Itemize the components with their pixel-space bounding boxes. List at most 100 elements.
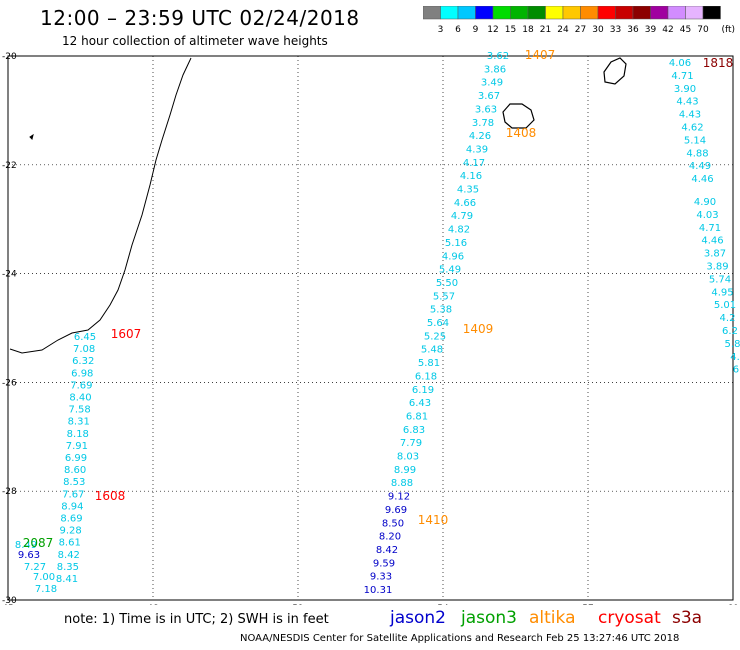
wave-height-label: 7.79 [400, 438, 422, 449]
lon-tick-label: 51 [292, 604, 303, 605]
wave-height-label: 4.79 [451, 211, 473, 222]
wave-height-label: 8.31 [68, 417, 90, 428]
wave-height-label: 8.03 [397, 452, 419, 463]
scale-tick-label: 33 [610, 25, 621, 34]
legend-s3a: s3a [672, 608, 703, 628]
wave-height-label: 5.16 [445, 238, 467, 249]
wave-height-label: 3.89 [706, 262, 728, 273]
wave-height-label: 4.82 [448, 225, 470, 236]
wave-height-label: 4.66 [454, 198, 476, 209]
wave-height-label: 7.69 [70, 380, 92, 391]
wave-height-label: 4.49 [689, 161, 711, 172]
lat-tick-label: -26 [2, 378, 17, 388]
mauritius-coastline [603, 57, 627, 85]
scale-tick-label: 70 [697, 25, 709, 34]
wave-height-label: 7.18 [35, 584, 57, 595]
wave-height-label: 10.31 [364, 585, 393, 596]
wave-height-label: 5.8 [725, 339, 740, 350]
wave-height-label: 9.59 [373, 558, 395, 569]
pass-id-label: 2087 [23, 536, 54, 550]
wave-height-label: 6. [733, 365, 740, 376]
wave-height-label: 3.62 [487, 51, 509, 62]
wave-height-label: 5.74 [709, 274, 731, 285]
wave-height-label: 4.26 [469, 131, 491, 142]
wave-height-label: 6.45 [74, 332, 96, 343]
legend-jason2: jason2 [390, 608, 446, 628]
wave-height-label: 6.99 [65, 453, 87, 464]
wave-height-label: 4.88 [686, 148, 708, 159]
wave-height-label: 8.20 [379, 532, 401, 543]
wave-height-label: 4.43 [676, 97, 698, 108]
lat-tick-label: -24 [2, 270, 17, 280]
wave-height-label: 6.2 [722, 326, 738, 337]
pass-id-label: 1607 [111, 327, 142, 341]
legend-altika: altika [529, 608, 576, 628]
scale-tick-label: 30 [592, 25, 604, 34]
wave-height-label: 8.42 [58, 550, 80, 561]
lat-tick-label: -22 [2, 161, 17, 171]
wave-height-label: 8.88 [391, 478, 413, 489]
wave-height-label: 9.28 [59, 526, 81, 537]
credit-line: NOAA/NESDIS Center for Satellite Applica… [240, 633, 680, 644]
wave-height-label: 6.98 [71, 368, 93, 379]
footnote: note: 1) Time is in UTC; 2) SWH is in fe… [64, 612, 329, 627]
scale-tick-label: 45 [680, 25, 691, 34]
wave-height-label: 8.35 [57, 562, 79, 573]
wave-height-label: 4. [730, 352, 740, 363]
lon-tick-label: 57 [582, 604, 593, 605]
wave-height-label: 4.17 [463, 158, 485, 169]
wave-height-label: 8.60 [64, 465, 86, 476]
wave-height-label: 3.63 [475, 104, 497, 115]
wave-height-label: 5.38 [430, 305, 452, 316]
lon-tick-label: 45 [2, 604, 13, 605]
wave-height-label: 8.61 [59, 538, 81, 549]
wave-height-label: 4.16 [460, 171, 482, 182]
pass-id-label: 1407 [525, 48, 556, 62]
wave-height-label: 4.71 [671, 71, 693, 82]
wave-height-label: 4.03 [696, 210, 718, 221]
wave-height-label: 7.67 [62, 489, 84, 500]
wave-height-label: 8.42 [376, 545, 398, 556]
wave-height-label: 3.78 [472, 118, 494, 129]
wave-height-label: 4.39 [466, 144, 488, 155]
wave-height-label: 5.57 [433, 291, 455, 302]
wave-height-label: 4.90 [694, 197, 716, 208]
scale-tick-label: 21 [540, 25, 551, 34]
wave-height-label: 4.46 [701, 236, 723, 247]
wave-height-label: 3.49 [481, 78, 503, 89]
wave-height-label: 8.69 [60, 514, 82, 525]
scale-tick-label: 39 [645, 25, 657, 34]
wave-height-label: 4.35 [457, 185, 479, 196]
wave-height-label: 9.12 [388, 492, 410, 503]
islet-coastline [29, 133, 34, 140]
wave-height-label: 7.27 [24, 562, 46, 573]
wave-height-label: 4.46 [691, 174, 713, 185]
reunion-coastline [502, 103, 535, 129]
madagascar-coastline [9, 57, 192, 354]
pass-id-label: 1818 [703, 56, 734, 70]
wave-height-label: 6.83 [403, 425, 425, 436]
wave-height-label: 9.63 [18, 550, 40, 561]
wave-height-label: 5.81 [418, 358, 440, 369]
pass-id-label: 1608 [95, 489, 126, 503]
wave-height-label: 8.18 [67, 429, 89, 440]
scale-tick-label: 6 [455, 25, 461, 34]
scale-tick-label: 18 [522, 25, 534, 34]
scale-unit-label: (ft) [722, 25, 736, 34]
lat-tick-label: -20 [2, 52, 17, 62]
wave-height-label: 5.64 [427, 318, 449, 329]
wave-height-label: 4.71 [699, 223, 721, 234]
wave-height-label: 9.69 [385, 505, 407, 516]
wave-height-label: 4.95 [711, 287, 733, 298]
chart-subtitle: 12 hour collection of altimeter wave hei… [62, 34, 328, 48]
wave-height-label: 8.41 [56, 574, 78, 585]
wave-height-label: 3.67 [478, 91, 500, 102]
wave-height-label: 4.06 [669, 58, 691, 69]
wave-height-label: 8.53 [63, 477, 85, 488]
lat-tick-label: -30 [2, 596, 17, 605]
lon-tick-label: 60 [727, 604, 739, 605]
wave-height-label: 9.33 [370, 572, 392, 583]
pass-id-label: 1409 [463, 322, 494, 336]
wave-height-label: 4.62 [681, 123, 703, 134]
scale-swatch [702, 6, 721, 20]
